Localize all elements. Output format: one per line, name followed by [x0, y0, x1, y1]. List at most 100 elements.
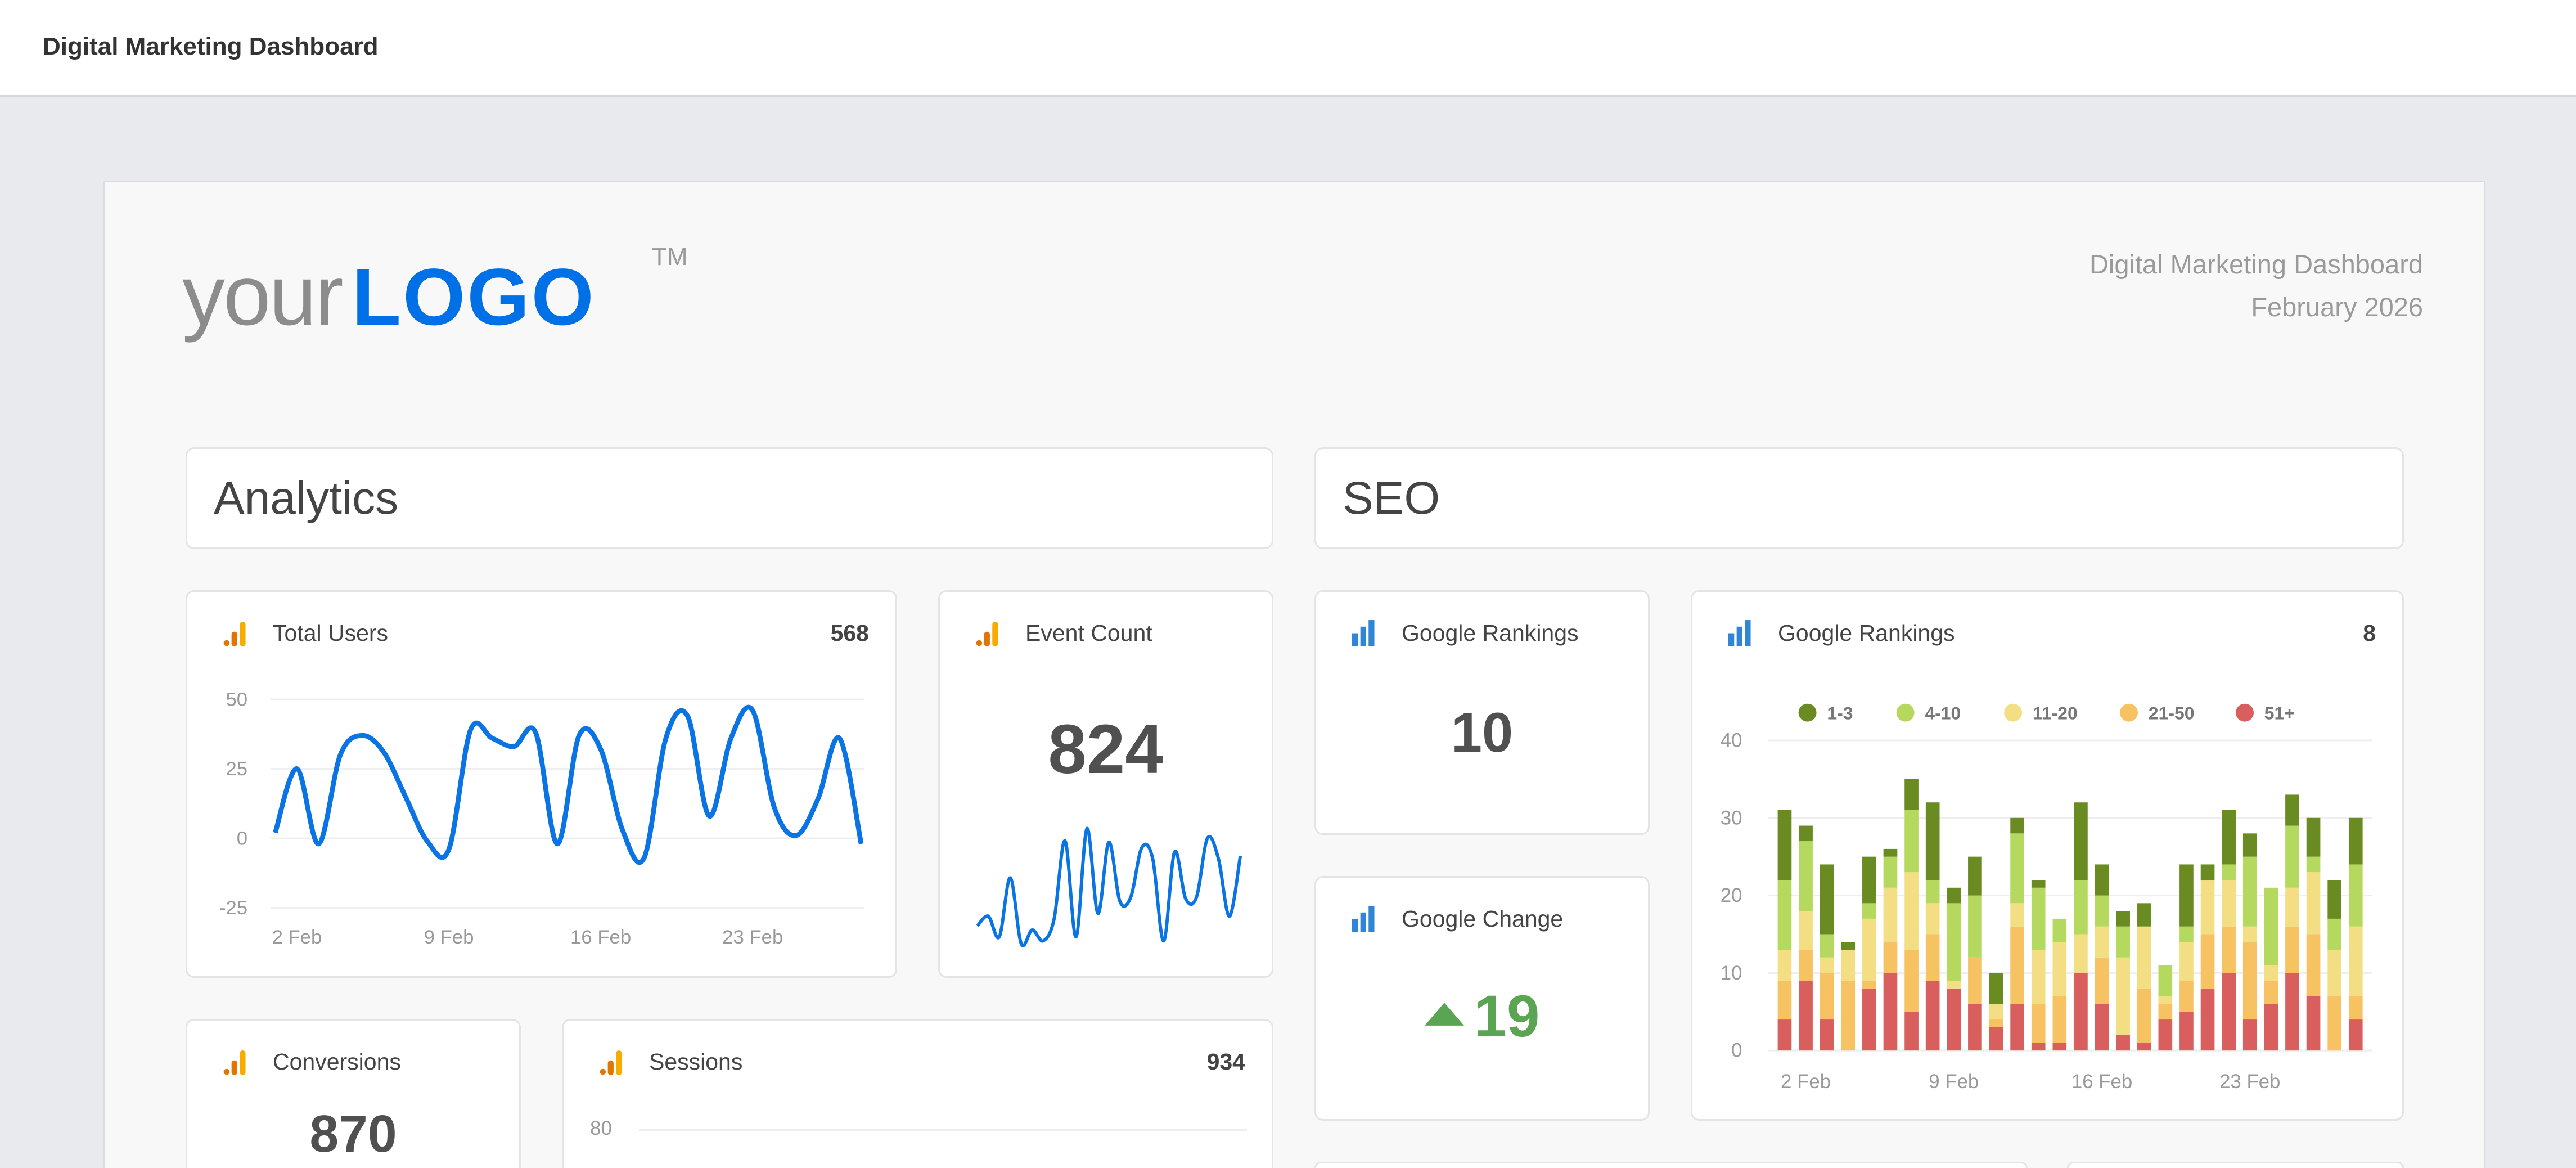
- bar-segment-51+: [2116, 1035, 2130, 1051]
- bar-segment-51+: [1947, 988, 1961, 1051]
- bar-segment-51+: [1904, 1012, 1919, 1051]
- x-axis-tick: 2 Feb: [272, 927, 322, 948]
- bar-segment-51+: [2179, 1012, 2194, 1051]
- card-google-rankings-chart[interactable]: Google Rankings 8 40 30 20 10 0 2 Feb 9 Feb 16 …: [1691, 590, 2404, 1121]
- card-value: 824: [1048, 711, 1164, 788]
- bar-segment-1-3: [2285, 794, 2299, 826]
- card-total-users[interactable]: Total Users 568 50 25 0 -25 2 Feb 9 Feb 16 Feb…: [186, 590, 897, 978]
- bar-segment-51+: [2200, 988, 2215, 1051]
- bar-segment-11-20: [2137, 926, 2151, 989]
- bar-segment-11-20: [2158, 996, 2173, 1004]
- section-analytics: Analytics: [186, 447, 1273, 549]
- x-axis-tick: 2 Feb: [1781, 1071, 1831, 1093]
- bar-segment-51+: [2242, 1019, 2257, 1051]
- bar-segment-51+: [2348, 1019, 2363, 1051]
- bar-segment-21-50: [1968, 957, 1982, 1004]
- bar-segment-11-20: [2222, 880, 2236, 927]
- bar-segment-11-20: [2179, 942, 2194, 981]
- bar-segment-21-50: [2179, 981, 2194, 1012]
- bar-segment-21-50: [2285, 926, 2299, 973]
- card-title: Event Count: [1025, 620, 1152, 646]
- card-sessions[interactable]: Sessions 934 80: [562, 1019, 1273, 1168]
- bar-segment-51+: [2158, 1019, 2173, 1051]
- top-bar: Digital Marketing Dashboard: [0, 0, 2576, 97]
- bar-segment-51+: [2306, 996, 2321, 1051]
- change-indicator: 19: [1316, 983, 1648, 1050]
- bar-segment-21-50: [1862, 981, 1876, 989]
- bar-segment-21-50: [2200, 934, 2215, 989]
- bar-segment-1-3: [2348, 817, 2363, 865]
- bar-segment-51+: [2095, 1004, 2109, 1051]
- bar-segment-1-3: [1883, 848, 1898, 857]
- y-axis-tick: 10: [1721, 962, 1742, 984]
- bar-segment-51+: [2137, 1043, 2151, 1051]
- y-axis-tick: 50: [226, 689, 247, 711]
- bar-segment-21-50: [1989, 1019, 2003, 1027]
- bar-segment-4-10: [1904, 810, 1919, 873]
- legend-marker: [1798, 703, 1817, 722]
- data-point: [1229, 916, 1230, 917]
- bar-segment-51+: [1799, 981, 1813, 1051]
- card-value: 568: [830, 620, 869, 646]
- bar-segment-11-20: [2010, 903, 2024, 927]
- bar-segment-21-50: [2327, 996, 2341, 1051]
- bar-segment-4-10: [1862, 903, 1876, 919]
- card-google-rankings[interactable]: Google Rankings 10: [1314, 590, 1650, 835]
- y-axis-tick: 0: [1731, 1040, 1742, 1062]
- bar-segment-51+: [2031, 1043, 2046, 1051]
- card-event-count[interactable]: Event Count 824: [938, 590, 1273, 978]
- bar-segment-11-20: [2095, 926, 2109, 958]
- y-axis-tick: 30: [1721, 807, 1742, 829]
- card-title: Google Rankings: [1402, 620, 1579, 646]
- card-value: 934: [1206, 1049, 1245, 1075]
- x-axis-tick: 16 Feb: [2071, 1071, 2132, 1093]
- card-title: Conversions: [273, 1049, 401, 1075]
- bar-segment-4-10: [2116, 926, 2130, 958]
- bar-segment-51+: [1862, 988, 1876, 1051]
- bar-segment-4-10: [2222, 864, 2236, 881]
- bar-segment-4-10: [1820, 934, 1834, 958]
- data-point: [988, 916, 989, 917]
- y-axis-tick: 40: [1721, 730, 1742, 752]
- bar-segment-4-10: [2158, 965, 2173, 996]
- bar-segment-1-3: [1862, 856, 1876, 904]
- triangle-up-icon: [1424, 1002, 1464, 1026]
- bar-segment-1-3: [2095, 864, 2109, 896]
- y-axis-tick: 80: [590, 1117, 612, 1139]
- bar-segment-4-10: [2348, 864, 2363, 927]
- google-analytics-icon: [600, 1050, 622, 1075]
- rankings-bar-icon: [1728, 620, 1751, 646]
- bar-segment-21-50: [2137, 988, 2151, 1043]
- bar-segment-11-20: [1799, 911, 1813, 950]
- x-axis-tick: 9 Feb: [1929, 1071, 1979, 1093]
- bar-segment-11-20: [2116, 957, 2130, 1035]
- bar-segment-1-3: [1841, 942, 1856, 950]
- bar-segment-1-3: [1820, 864, 1834, 935]
- bar-segment-21-50: [1820, 973, 1834, 1020]
- bar-segment-11-20: [1947, 981, 1961, 989]
- card-google-change[interactable]: Google Change 19: [1314, 876, 1650, 1121]
- data-point: [774, 807, 775, 808]
- report-title: Digital Marketing Dashboard: [2089, 249, 2423, 279]
- card-conversions[interactable]: Conversions 870: [186, 1019, 521, 1168]
- bar-segment-11-20: [1883, 887, 1898, 942]
- bar-segment-4-10: [2285, 825, 2299, 888]
- bar-segment-1-3: [2116, 911, 2130, 927]
- bar-segment-21-50: [2052, 996, 2067, 1043]
- total-users-line-chart: 50 25 0 -25 2 Feb 9 Feb 16 Feb 23 Feb: [219, 689, 864, 948]
- bar-segment-4-10: [1799, 841, 1813, 911]
- bar-segment-21-50: [1799, 950, 1813, 981]
- data-point: [492, 738, 493, 739]
- rankings-bar-icon: [1352, 906, 1375, 932]
- gridline: [639, 1129, 1247, 1131]
- google-analytics-icon: [976, 622, 998, 646]
- google-analytics-icon: [223, 1050, 246, 1075]
- series-line: [273, 704, 864, 865]
- bar-segment-11-20: [2200, 880, 2215, 935]
- bar-segment-1-3: [1968, 856, 1982, 896]
- data-point: [839, 738, 840, 739]
- bar-segment-1-3: [1947, 887, 1961, 904]
- bar-segment-21-50: [2348, 996, 2363, 1020]
- legend-label: 4-10: [1925, 703, 1961, 723]
- legend-marker: [1896, 703, 1915, 722]
